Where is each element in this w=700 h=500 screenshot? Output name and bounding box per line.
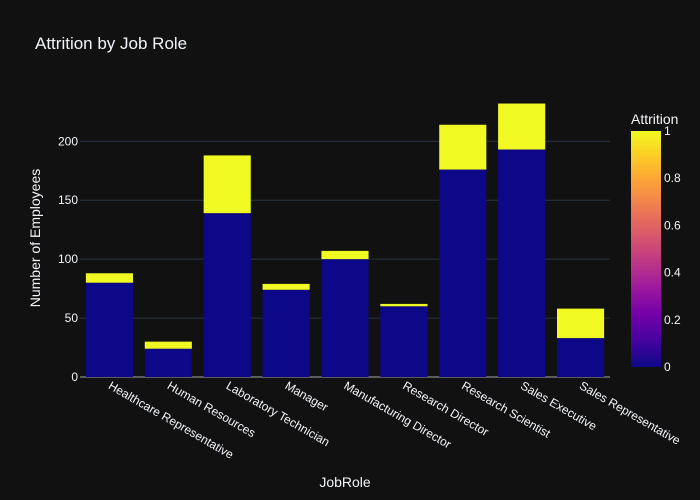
colorbar: Attrition 0 0.2 0.4 0.6 0.8 1 bbox=[631, 111, 681, 374]
colorbar-tick-label: 0.2 bbox=[664, 313, 681, 327]
y-tick-label: 0 bbox=[71, 370, 78, 384]
colorbar-gradient bbox=[631, 131, 661, 367]
y-tick-label: 200 bbox=[58, 134, 78, 148]
bar-manufacturing-director-attrition-0 bbox=[321, 259, 369, 377]
bar-research-scientist-attrition-1 bbox=[439, 124, 487, 170]
bar-laboratory-technician-attrition-1 bbox=[203, 155, 251, 214]
bar-sales-representative-attrition-0 bbox=[557, 338, 605, 377]
bar-healthcare-representative-attrition-0 bbox=[85, 282, 133, 377]
colorbar-tick-label: 1 bbox=[664, 124, 671, 138]
x-tick-label: Sales Representative bbox=[577, 378, 683, 447]
bar-sales-executive-attrition-1 bbox=[498, 103, 546, 150]
colorbar-tick-label: 0.8 bbox=[664, 171, 681, 185]
x-tick-label: Manufacturing Director bbox=[342, 378, 454, 451]
bar-research-director-attrition-0 bbox=[380, 306, 428, 377]
colorbar-tick-label: 0.6 bbox=[664, 218, 681, 232]
colorbar-title: Attrition bbox=[631, 111, 678, 127]
y-tick-label: 50 bbox=[65, 311, 79, 325]
y-tick-label: 150 bbox=[58, 193, 78, 207]
x-tick-label: Laboratory Technician bbox=[224, 378, 332, 449]
bar-laboratory-technician-attrition-0 bbox=[203, 213, 251, 377]
x-tick-label: Manager bbox=[283, 378, 331, 414]
y-tick-label: 100 bbox=[58, 252, 78, 266]
bar-healthcare-representative-attrition-1 bbox=[85, 273, 133, 283]
bars bbox=[85, 103, 605, 377]
colorbar-tick-label: 0 bbox=[664, 360, 671, 374]
bar-sales-representative-attrition-1 bbox=[557, 308, 605, 339]
bar-manager-attrition-0 bbox=[262, 289, 310, 377]
chart-title: Attrition by Job Role bbox=[35, 34, 188, 53]
x-axis-title: JobRole bbox=[319, 474, 371, 490]
bar-manager-attrition-1 bbox=[262, 283, 310, 290]
y-axis-title: Number of Employees bbox=[27, 169, 43, 308]
bar-sales-executive-attrition-0 bbox=[498, 149, 546, 377]
bar-human-resources-attrition-0 bbox=[144, 348, 192, 377]
bar-research-director-attrition-1 bbox=[380, 303, 428, 307]
y-tick-labels: 0 50 100 150 200 bbox=[58, 134, 78, 384]
colorbar-tick-label: 0.4 bbox=[664, 266, 681, 280]
bar-human-resources-attrition-1 bbox=[144, 341, 192, 349]
bar-manufacturing-director-attrition-1 bbox=[321, 250, 369, 260]
bar-research-scientist-attrition-0 bbox=[439, 169, 487, 377]
